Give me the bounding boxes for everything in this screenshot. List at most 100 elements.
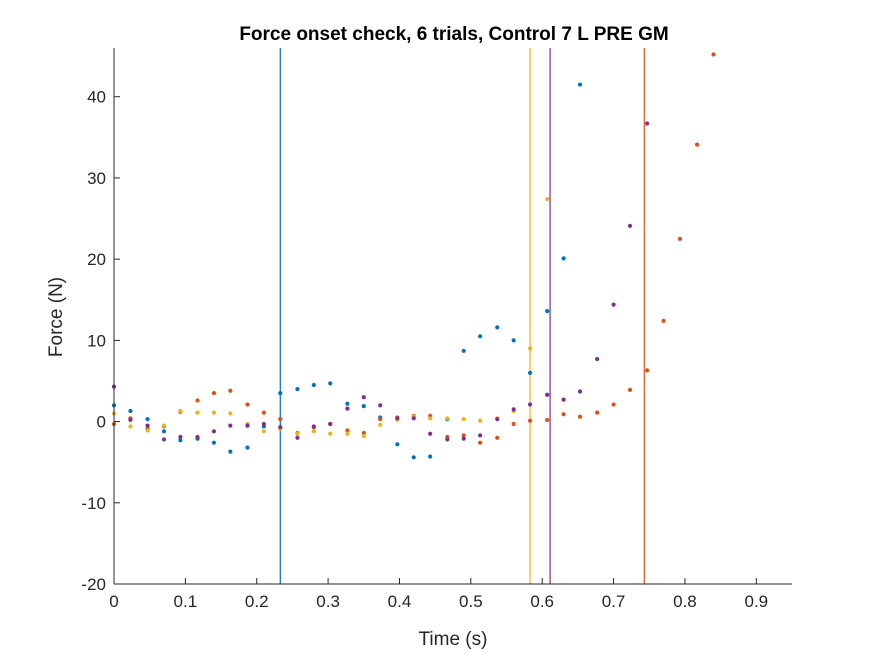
- x-tick-label: 0.7: [602, 592, 626, 611]
- data-point: [577, 82, 583, 87]
- x-tick-label: 0.1: [174, 592, 198, 611]
- series-4: [111, 121, 650, 442]
- data-point: [445, 416, 450, 421]
- data-point: [278, 417, 283, 422]
- data-point: [661, 318, 666, 323]
- data-point: [211, 410, 217, 415]
- data-point: [345, 401, 350, 406]
- data-point: [328, 421, 333, 427]
- data-point: [345, 431, 350, 436]
- data-point: [461, 436, 466, 441]
- data-point: [495, 325, 500, 330]
- data-point: [577, 414, 583, 419]
- data-point: [677, 236, 683, 241]
- data-point: [195, 434, 200, 440]
- data-point: [261, 410, 266, 415]
- data-point: [611, 402, 616, 407]
- x-tick-label: 0.3: [316, 592, 340, 611]
- data-point: [245, 402, 250, 407]
- data-point: [311, 429, 316, 434]
- y-tick-label: 30: [87, 169, 106, 188]
- data-point: [278, 391, 283, 396]
- x-tick-label: 0: [109, 592, 118, 611]
- x-tick-label: 0.9: [744, 592, 768, 611]
- x-tick-label: 0.4: [388, 592, 412, 611]
- data-point: [395, 416, 400, 421]
- y-tick-label: -10: [81, 494, 106, 513]
- data-point: [527, 370, 533, 375]
- data-point: [228, 449, 233, 454]
- data-point: [378, 403, 383, 408]
- data-point: [178, 438, 183, 443]
- axes: [113, 48, 792, 585]
- data-point: [561, 397, 566, 402]
- data-point: [511, 421, 516, 427]
- data-point: [328, 381, 333, 386]
- data-point: [145, 423, 150, 428]
- plot-area: 0 0.1 0.2 0.3 0.4 0.5 0.6 0.7 0.8 0.9 -20 -10 0 10 20…: [81, 48, 792, 611]
- data-point: [311, 424, 316, 429]
- data-point: [478, 433, 483, 438]
- data-point: [478, 334, 483, 339]
- y-ticks: -20 -10 0 10 20 30 40: [81, 88, 120, 594]
- y-tick-label: 20: [87, 250, 106, 269]
- data-point: [128, 424, 133, 429]
- data-point: [645, 121, 650, 126]
- data-point: [511, 407, 516, 412]
- data-point: [161, 423, 167, 428]
- data-point: [361, 434, 366, 439]
- data-point: [295, 386, 300, 392]
- data-point: [545, 392, 550, 397]
- data-point: [261, 421, 266, 427]
- data-point: [161, 429, 167, 434]
- x-tick-label: 0.6: [530, 592, 554, 611]
- data-point: [145, 428, 150, 433]
- data-point: [211, 429, 217, 434]
- data-point: [595, 356, 600, 362]
- x-ticks: 0 0.1 0.2 0.3 0.4 0.5 0.6 0.7 0.8 0.9: [109, 578, 768, 611]
- data-point: [611, 302, 616, 307]
- data-point: [545, 309, 550, 314]
- data-point: [694, 142, 700, 147]
- data-point: [461, 417, 466, 422]
- data-point: [711, 52, 716, 57]
- data-point: [378, 422, 383, 427]
- data-point: [428, 454, 433, 459]
- data-point: [627, 387, 633, 393]
- chart-title: Force onset check, 6 trials, Control 7 L…: [239, 24, 668, 45]
- data-point: [361, 430, 366, 436]
- data-point: [527, 418, 533, 423]
- data-point: [178, 434, 183, 440]
- data-point: [395, 442, 400, 447]
- data-point: [328, 431, 333, 436]
- data-point: [478, 418, 483, 423]
- data-point: [527, 402, 533, 407]
- data-point: [195, 398, 200, 403]
- data-point: [278, 425, 283, 430]
- data-point: [128, 417, 133, 423]
- data-point: [295, 431, 300, 436]
- data-point: [295, 435, 300, 440]
- data-point: [495, 417, 500, 422]
- data-point: [345, 406, 350, 411]
- data-points: [111, 52, 716, 460]
- data-point: [411, 455, 416, 460]
- data-point: [445, 437, 450, 442]
- data-point: [245, 445, 250, 450]
- data-point: [361, 404, 366, 409]
- data-point: [411, 416, 416, 421]
- data-point: [595, 410, 600, 415]
- data-point: [545, 196, 550, 202]
- y-axis-label: Force (N): [46, 277, 67, 357]
- data-point: [511, 338, 516, 343]
- data-point: [645, 368, 650, 373]
- data-point: [161, 437, 167, 442]
- data-point: [228, 411, 233, 416]
- y-tick-label: -20: [81, 575, 106, 594]
- data-point: [195, 410, 200, 415]
- data-point: [211, 440, 217, 445]
- data-point: [428, 431, 433, 436]
- y-tick-label: 40: [87, 88, 106, 107]
- data-point: [345, 428, 350, 433]
